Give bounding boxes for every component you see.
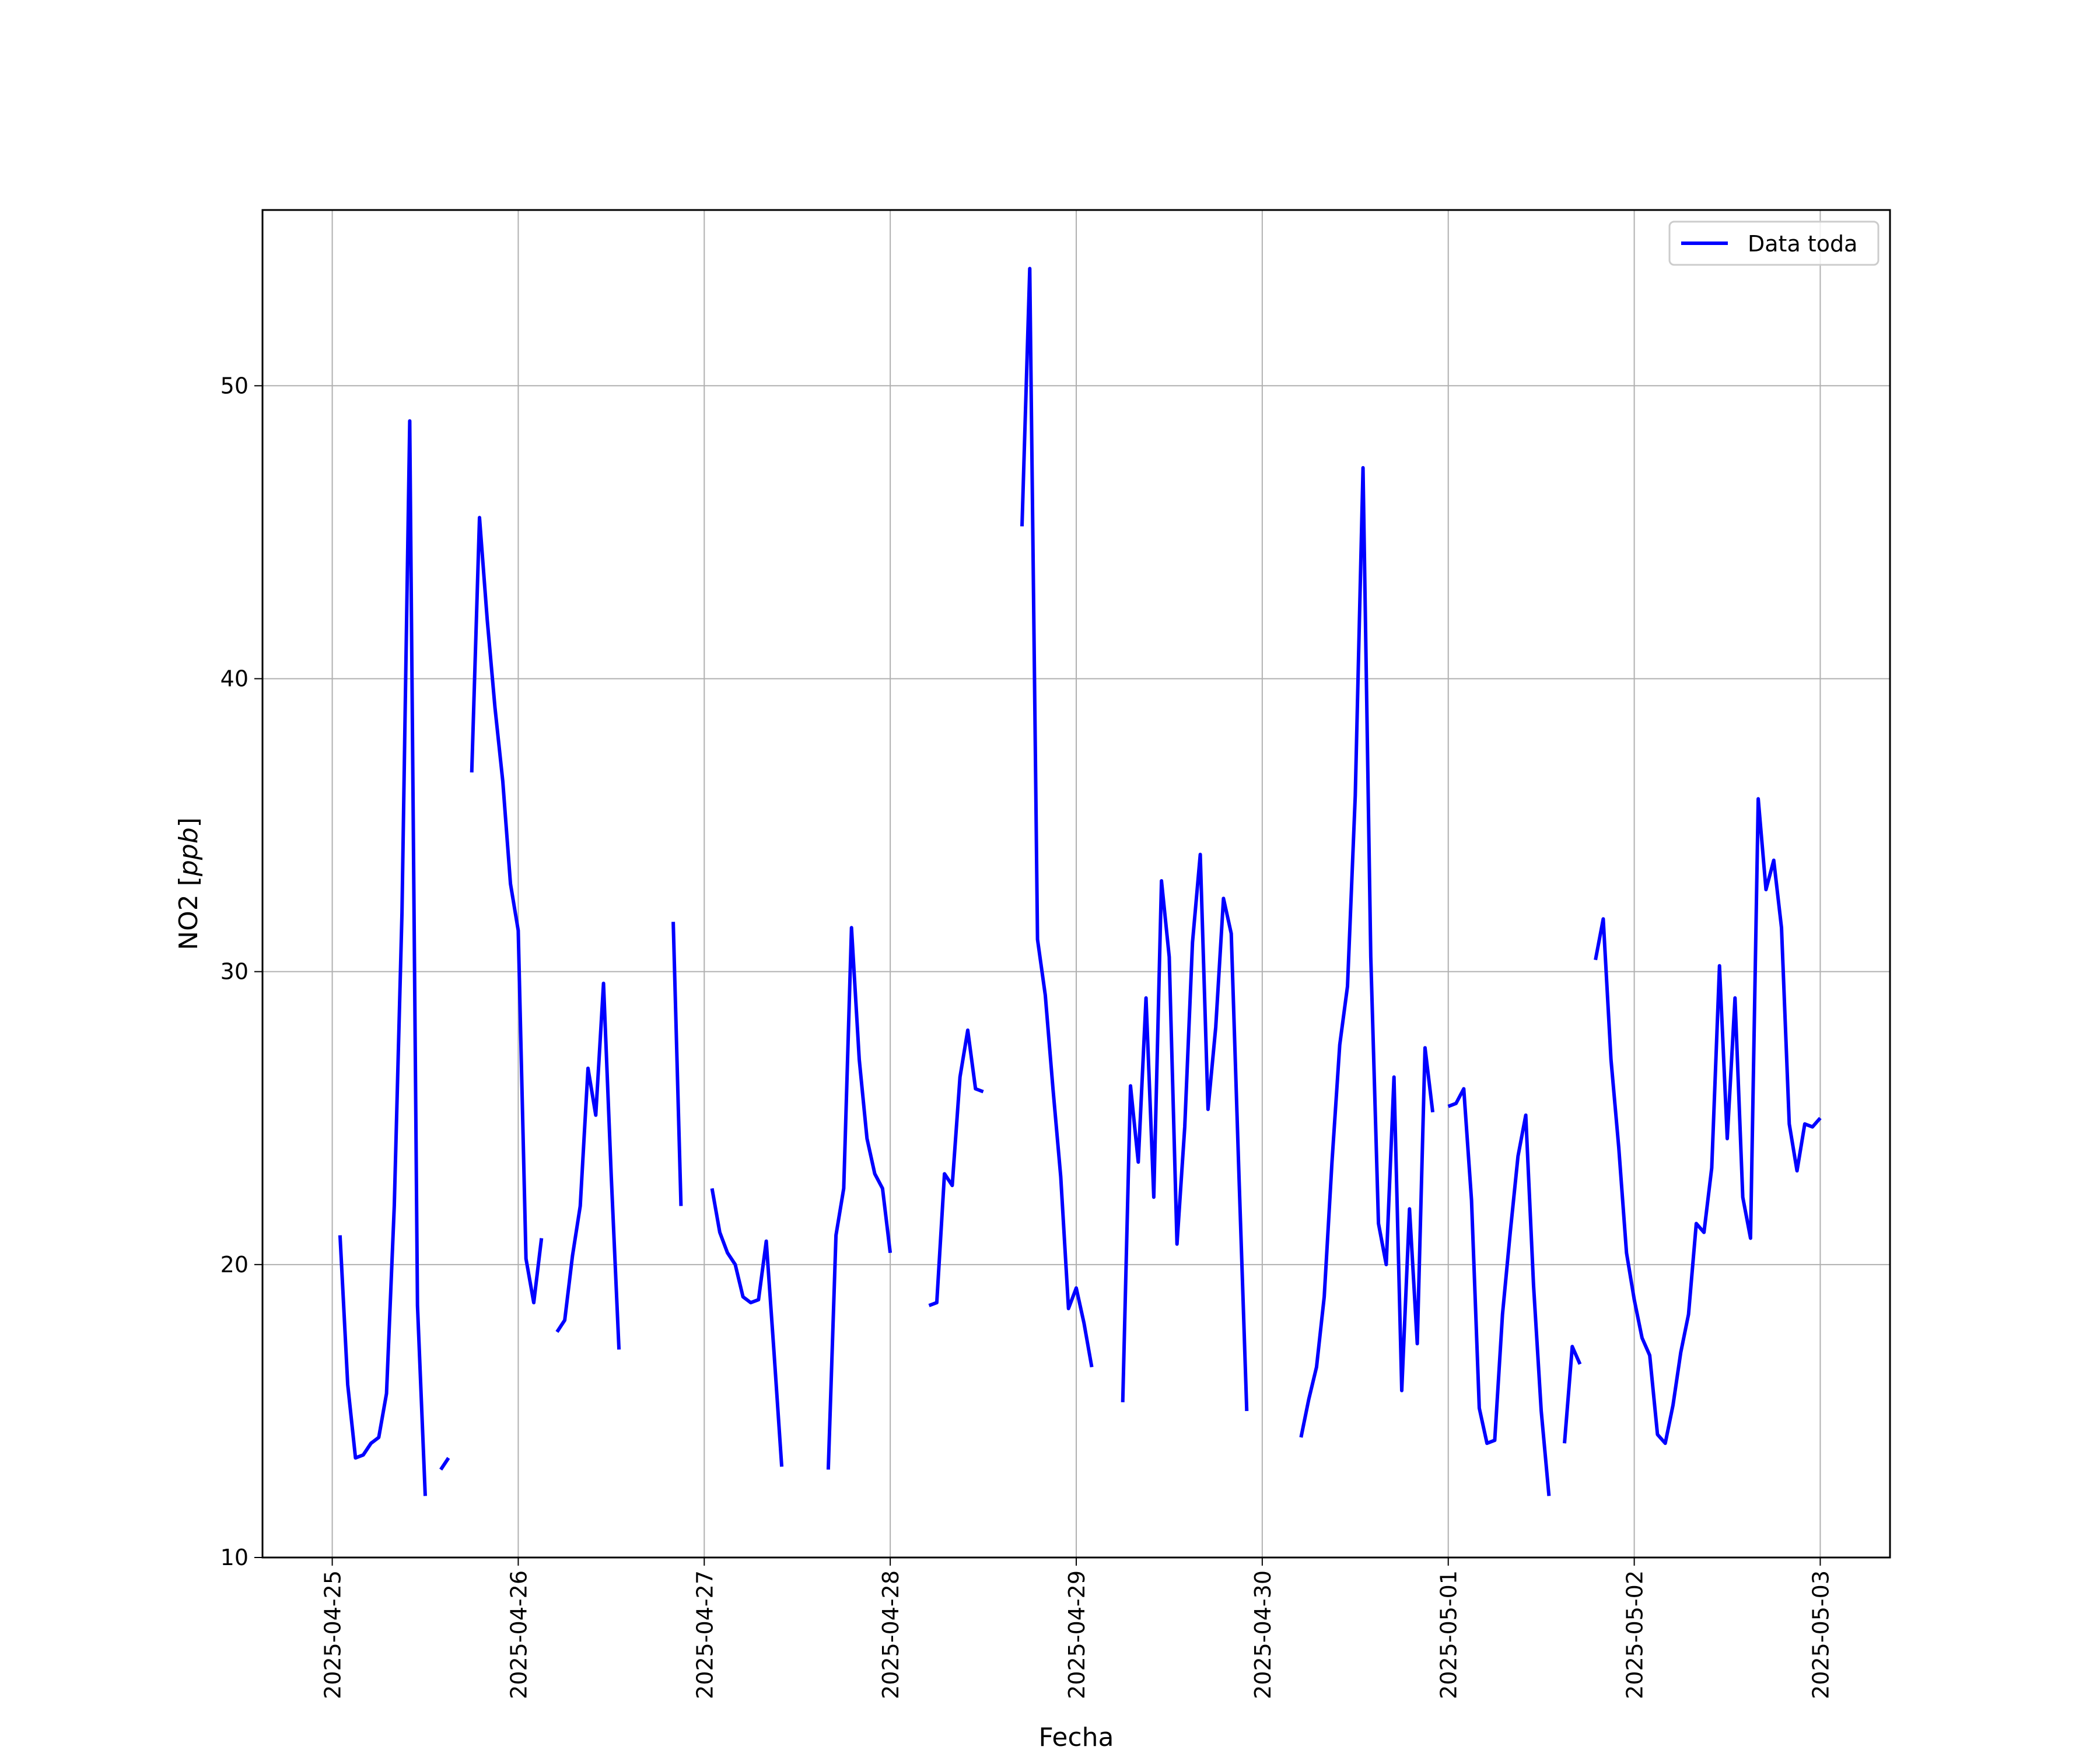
series-line-segment xyxy=(1447,1087,1551,1496)
x-tick-label: 2025-04-25 xyxy=(320,1570,346,1699)
y-axis-label-unit: ppb xyxy=(174,827,204,877)
series-line-segment xyxy=(555,981,621,1350)
y-axis-label-close: ] xyxy=(174,817,204,827)
series-line-segment xyxy=(1020,267,1094,1368)
series-line-segment xyxy=(928,1028,984,1307)
y-tick-label: 40 xyxy=(220,666,249,691)
legend-box xyxy=(1668,220,1880,266)
series-line-segment xyxy=(671,922,683,1206)
legend-label: Data toda xyxy=(1748,231,1857,257)
x-tick-label: 2025-05-01 xyxy=(1436,1570,1462,1699)
x-axis-label: Fecha xyxy=(1038,1723,1114,1750)
x-tick-label: 2025-05-02 xyxy=(1622,1570,1648,1699)
series-line-segment xyxy=(470,516,544,1305)
x-tick-label: 2025-04-28 xyxy=(878,1570,904,1699)
x-axis: 2025-04-25 2025-04-26 2025-04-27 2025-04-28… xyxy=(320,1558,1833,1699)
y-axis: 10 20 30 40 50 xyxy=(220,373,262,1570)
series-line-segment xyxy=(1594,797,1822,1446)
series-line-segment xyxy=(1299,466,1435,1438)
y-axis-label: NO2 [ppb] xyxy=(174,817,204,950)
series-line-segment xyxy=(710,1188,784,1467)
x-tick-label: 2025-05-03 xyxy=(1808,1570,1833,1699)
series-line-segment xyxy=(826,926,892,1470)
series-line-segment xyxy=(1121,852,1249,1411)
x-tick-label: 2025-04-26 xyxy=(506,1570,531,1699)
legend: Data toda xyxy=(1668,220,1880,266)
series-line-segment xyxy=(338,419,427,1496)
series-line-segment xyxy=(439,1457,450,1471)
y-tick-label: 20 xyxy=(220,1252,249,1278)
y-tick-label: 30 xyxy=(220,959,249,985)
y-tick-label: 50 xyxy=(220,373,249,398)
y-axis-label-main: NO2 [ xyxy=(174,876,204,950)
x-tick-label: 2025-04-29 xyxy=(1064,1570,1090,1699)
x-tick-label: 2025-04-30 xyxy=(1250,1570,1276,1699)
plot-area xyxy=(338,267,1822,1496)
x-tick-label: 2025-04-27 xyxy=(692,1570,718,1699)
series-line-segment xyxy=(1563,1345,1582,1444)
y-tick-label: 10 xyxy=(220,1545,249,1570)
